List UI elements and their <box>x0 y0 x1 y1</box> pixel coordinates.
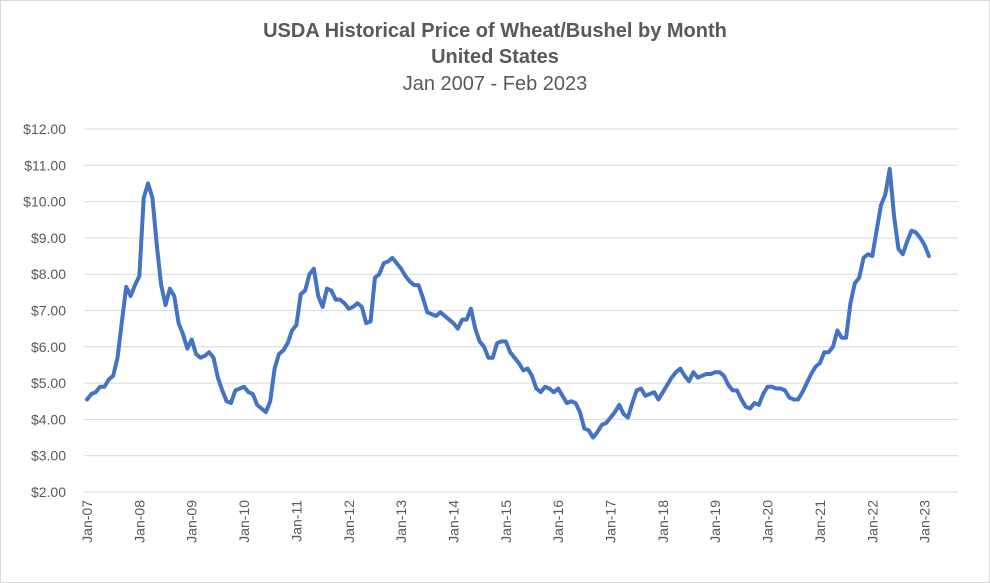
y-tick-label: $12.00 <box>23 121 66 137</box>
x-tick-label: Jan-14 <box>445 500 461 543</box>
x-tick-label: Jan-17 <box>603 500 619 543</box>
y-tick-label: $8.00 <box>31 266 66 282</box>
chart-subtitle: United States <box>431 46 559 68</box>
x-tick-label: Jan-19 <box>707 500 723 543</box>
x-tick-label: Jan-16 <box>550 500 566 543</box>
x-tick-label: Jan-10 <box>236 500 252 543</box>
y-tick-label: $3.00 <box>31 448 66 464</box>
x-tick-label: Jan-12 <box>341 500 357 543</box>
y-tick-label: $7.00 <box>31 303 66 319</box>
x-tick-label: Jan-18 <box>655 500 671 543</box>
x-tick-label: Jan-21 <box>812 500 828 543</box>
y-tick-label: $11.00 <box>24 157 66 173</box>
x-tick-label: Jan-08 <box>131 500 147 543</box>
y-tick-label: $6.00 <box>31 339 66 355</box>
x-tick-label: Jan-09 <box>184 500 200 543</box>
y-tick-label: $9.00 <box>31 230 66 246</box>
x-tick-label: Jan-22 <box>864 500 880 543</box>
x-tick-label: Jan-15 <box>498 500 514 543</box>
series-line <box>85 166 931 440</box>
chart-title: USDA Historical Price of Wheat/Bushel by… <box>263 20 727 42</box>
x-tick-label: Jan-07 <box>79 500 95 543</box>
y-tick-label: $4.00 <box>31 411 66 427</box>
x-tick-label: Jan-13 <box>393 500 409 543</box>
x-tick-label: Jan-11 <box>288 500 304 542</box>
y-tick-label: $2.00 <box>31 484 66 500</box>
chart-date-range: Jan 2007 - Feb 2023 <box>402 73 588 95</box>
y-tick-label: $5.00 <box>31 375 66 391</box>
x-tick-label: Jan-23 <box>917 500 933 543</box>
x-tick-label: Jan-20 <box>760 500 776 543</box>
y-tick-label: $10.00 <box>23 194 66 210</box>
chart-titles: USDA Historical Price of Wheat/Bushel by… <box>0 18 990 98</box>
